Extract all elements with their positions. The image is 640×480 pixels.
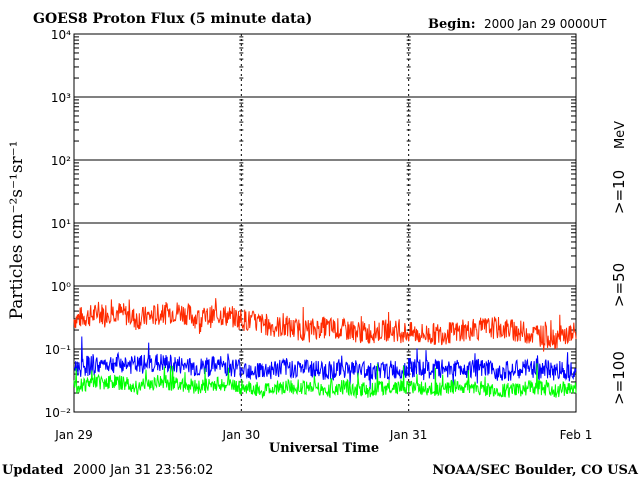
begin-label: Begin: bbox=[428, 17, 476, 32]
y-tick-label: 10³ bbox=[51, 91, 71, 105]
grid-lines bbox=[74, 34, 576, 412]
series-line-2 bbox=[73, 363, 577, 400]
legend-series-10mev: >=10 bbox=[610, 170, 628, 214]
series-layer bbox=[73, 298, 577, 400]
chart-title: GOES8 Proton Flux (5 minute data) bbox=[33, 11, 312, 27]
source-label: NOAA/SEC Boulder, CO USA bbox=[432, 463, 639, 478]
legend: MeV >=10 >=50 >=100 bbox=[610, 121, 628, 405]
x-tick-label: Jan 30 bbox=[222, 428, 261, 442]
y-tick-label: 10⁻¹ bbox=[45, 343, 72, 357]
series-line-0 bbox=[73, 298, 577, 352]
legend-series-50mev: >=50 bbox=[610, 263, 628, 307]
x-tick-label: Jan 31 bbox=[389, 428, 428, 442]
y-tick-label: 10¹ bbox=[51, 217, 71, 231]
updated-label: Updated bbox=[2, 463, 63, 478]
x-tick-label: Feb 1 bbox=[560, 428, 593, 442]
y-tick-label: 10⁰ bbox=[51, 280, 71, 294]
y-tick-label: 10⁻² bbox=[45, 406, 72, 420]
x-tick-labels: Jan 29 Jan 30 Jan 31 Feb 1 bbox=[54, 428, 592, 442]
legend-series-100mev: >=100 bbox=[610, 351, 628, 405]
begin-value: 2000 Jan 29 0000UT bbox=[484, 17, 607, 31]
legend-unit: MeV bbox=[613, 121, 628, 149]
y-tick-labels: 10⁻² 10⁻¹ 10⁰ 10¹ 10² 10³ 10⁴ bbox=[45, 28, 72, 420]
y-axis-title: Particles cm⁻²s⁻¹sr⁻¹ bbox=[7, 141, 27, 320]
x-axis-title: Universal Time bbox=[269, 441, 379, 456]
updated-value: 2000 Jan 31 23:56:02 bbox=[73, 463, 213, 478]
y-tick-label: 10² bbox=[51, 154, 71, 168]
x-tick-label: Jan 29 bbox=[54, 428, 93, 442]
series-line-1 bbox=[73, 336, 577, 390]
y-tick-label: 10⁴ bbox=[51, 28, 71, 42]
